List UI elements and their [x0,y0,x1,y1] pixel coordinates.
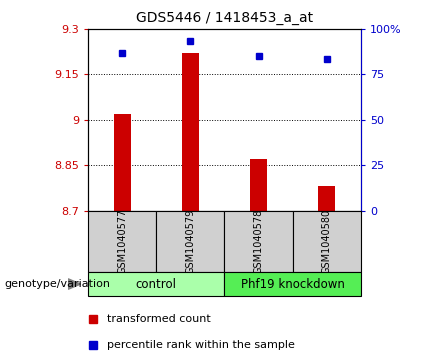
Bar [156,211,224,272]
Bar [224,272,361,296]
Bar [224,211,293,272]
Bar [114,114,131,211]
Title: GDS5446 / 1418453_a_at: GDS5446 / 1418453_a_at [136,11,313,25]
Text: GSM1040579: GSM1040579 [185,209,195,274]
Bar [182,53,199,211]
Text: GSM1040577: GSM1040577 [117,209,127,274]
Text: control: control [136,278,177,290]
Text: transformed count: transformed count [107,314,211,325]
Bar [293,211,361,272]
Polygon shape [68,279,81,289]
Text: genotype/variation: genotype/variation [4,279,110,289]
Bar [88,211,156,272]
Text: GSM1040580: GSM1040580 [322,209,332,274]
Text: Phf19 knockdown: Phf19 knockdown [241,278,345,290]
Text: percentile rank within the sample: percentile rank within the sample [107,340,295,350]
Text: GSM1040578: GSM1040578 [253,209,264,274]
Bar [88,272,224,296]
Bar [250,159,267,211]
Bar [318,186,335,211]
